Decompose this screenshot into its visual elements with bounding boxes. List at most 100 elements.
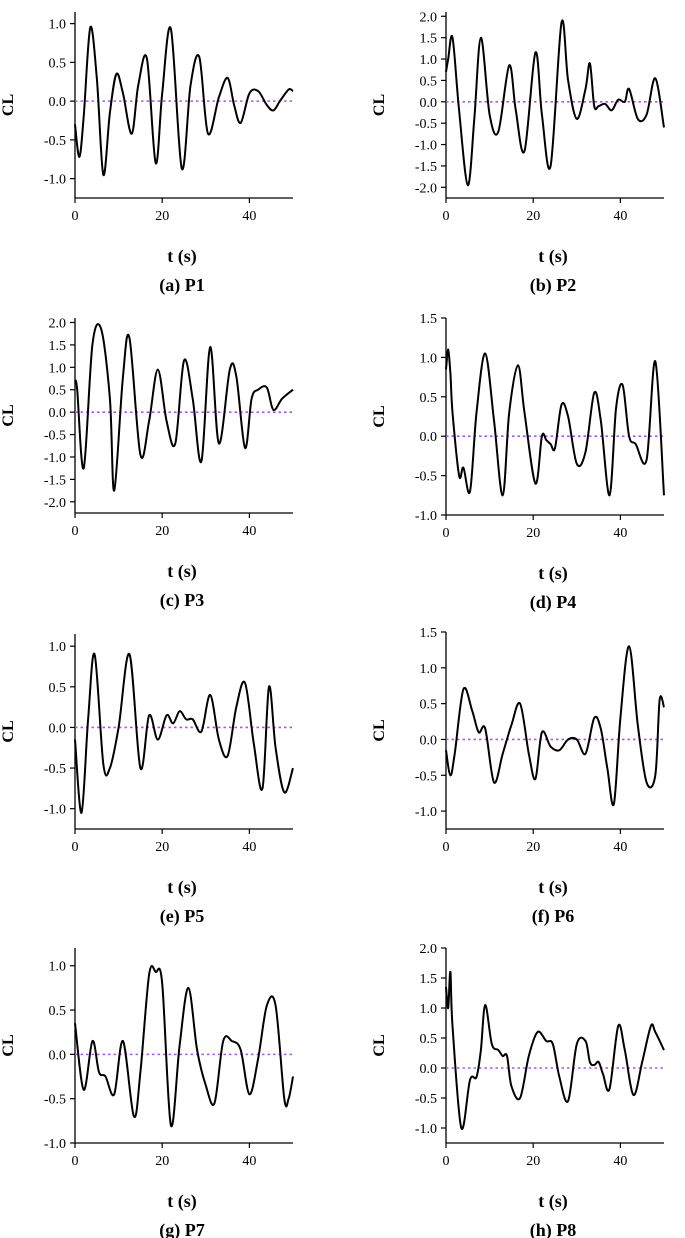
x-axis-label: t (s) — [167, 1191, 197, 1212]
y-tick-label: 1.0 — [420, 53, 438, 68]
y-tick-label: 1.0 — [49, 960, 67, 975]
y-tick-label: -1.0 — [415, 509, 437, 524]
y-tick-label: 0.5 — [420, 698, 438, 713]
y-tick-label: -1.5 — [44, 473, 66, 488]
cl-series-line — [445, 19, 665, 187]
y-tick-label: 0.5 — [420, 391, 438, 406]
y-tick-label: -2.0 — [44, 496, 66, 511]
x-tick-label: 20 — [155, 524, 169, 539]
x-tick-label: 20 — [155, 1154, 169, 1169]
y-tick-label: -0.5 — [415, 470, 437, 485]
x-tick-label: 20 — [526, 1154, 540, 1169]
y-axis-label: CL — [371, 1034, 388, 1056]
x-tick-label: 0 — [443, 209, 450, 224]
y-tick-label: -1.0 — [415, 1122, 437, 1137]
y-tick-label: 0.5 — [49, 384, 67, 399]
x-tick-label: 20 — [526, 209, 540, 224]
x-axis-label: t (s) — [538, 563, 568, 584]
panel-2: -2.0 -1.5 -1.0 -0.5 0.0 0.5 1.0 1.5 2.0 0 20 40 CL t … — [371, 10, 665, 296]
x-tick-label: 0 — [72, 1154, 79, 1169]
panel-5: -1.0 -0.5 0.0 0.5 1.0 0 20 40 CL t (s) (e) P5 — [0, 634, 294, 927]
y-tick-label: 1.5 — [420, 626, 438, 641]
y-tick-label: 1.5 — [49, 339, 67, 354]
x-tick-label: 40 — [242, 1154, 256, 1169]
panel-6: -1.0 -0.5 0.0 0.5 1.0 1.5 0 20 40 CL t (s) (f) P6 — [371, 626, 665, 927]
y-tick-label: 1.5 — [420, 972, 438, 987]
y-tick-label: 1.0 — [420, 351, 438, 366]
y-axis-label: CL — [371, 405, 388, 427]
y-tick-label: 0.5 — [420, 74, 438, 89]
x-axis-label: t (s) — [538, 246, 568, 267]
y-tick-label: -1.0 — [44, 173, 66, 188]
y-tick-label: 1.0 — [420, 1002, 438, 1017]
y-tick-label: 2.0 — [49, 316, 67, 331]
x-axis-label: t (s) — [167, 246, 197, 267]
y-tick-label: -0.5 — [415, 769, 437, 784]
y-tick-label: 0.0 — [420, 733, 438, 748]
y-tick-label: -1.0 — [44, 803, 66, 818]
x-tick-label: 20 — [526, 840, 540, 855]
x-tick-label: 20 — [155, 840, 169, 855]
cl-series-line — [74, 323, 294, 492]
y-tick-label: -1.0 — [415, 139, 437, 154]
x-tick-label: 0 — [443, 526, 450, 541]
y-tick-label: 0.0 — [420, 430, 438, 445]
x-tick-label: 40 — [613, 209, 627, 224]
y-tick-label: 0.5 — [420, 1032, 438, 1047]
x-tick-label: 40 — [613, 526, 627, 541]
y-tick-label: -2.0 — [415, 181, 437, 196]
y-tick-label: -0.5 — [44, 1093, 66, 1108]
panel-caption: (c) P3 — [160, 590, 204, 611]
y-tick-label: 0.0 — [49, 406, 67, 421]
y-tick-label: 0.0 — [49, 721, 67, 736]
x-axis-label: t (s) — [538, 1191, 568, 1212]
cl-series-line — [74, 25, 294, 176]
x-tick-label: 40 — [242, 209, 256, 224]
x-axis-label: t (s) — [538, 877, 568, 898]
y-tick-label: -0.5 — [415, 117, 437, 132]
cl-series-line — [445, 348, 665, 497]
y-axis-label: CL — [0, 404, 17, 426]
panel-caption: (a) P1 — [159, 275, 204, 296]
x-axis-label: t (s) — [167, 561, 197, 582]
panel-caption: (b) P2 — [530, 275, 577, 296]
y-tick-label: -0.5 — [415, 1092, 437, 1107]
y-tick-label: 0.0 — [420, 1062, 438, 1077]
x-tick-label: 40 — [613, 840, 627, 855]
y-tick-label: 1.0 — [49, 361, 67, 376]
y-tick-label: 1.0 — [49, 640, 67, 655]
x-axis-label: t (s) — [167, 877, 197, 898]
y-tick-label: -0.5 — [44, 429, 66, 444]
y-tick-label: 2.0 — [420, 10, 438, 25]
y-tick-label: -1.0 — [415, 805, 437, 820]
panel-caption: (d) P4 — [530, 592, 577, 613]
y-tick-label: 1.0 — [420, 662, 438, 677]
panel-caption: (h) P8 — [530, 1220, 577, 1238]
x-tick-label: 40 — [613, 1154, 627, 1169]
cl-series-line — [445, 970, 665, 1131]
x-tick-label: 40 — [242, 524, 256, 539]
y-tick-label: 0.0 — [49, 95, 67, 110]
x-tick-label: 20 — [155, 209, 169, 224]
y-axis-label: CL — [0, 720, 17, 742]
y-tick-label: 1.0 — [49, 18, 67, 33]
x-tick-label: 0 — [72, 209, 79, 224]
panel-1: -1.0 -0.5 0.0 0.5 1.0 0 20 40 CL t (s) (a) P1 — [0, 12, 294, 296]
panel-caption: (e) P5 — [160, 906, 204, 927]
y-tick-label: -1.0 — [44, 1137, 66, 1152]
panel-caption: (g) P7 — [159, 1220, 204, 1238]
y-tick-label: 0.5 — [49, 681, 67, 696]
y-axis-label: CL — [0, 1034, 17, 1056]
y-tick-label: -0.5 — [44, 762, 66, 777]
y-tick-label: -1.5 — [415, 160, 437, 175]
y-tick-label: 2.0 — [420, 942, 438, 957]
y-axis-label: CL — [371, 94, 388, 116]
x-tick-label: 0 — [443, 1154, 450, 1169]
y-tick-label: 1.5 — [420, 312, 438, 327]
x-tick-label: 0 — [72, 524, 79, 539]
panel-8: -1.0 -0.5 0.0 0.5 1.0 1.5 2.0 0 20 40 CL t (s) (h) P… — [371, 942, 665, 1238]
y-tick-label: -0.5 — [44, 134, 66, 149]
y-axis-label: CL — [0, 94, 17, 116]
y-tick-label: 1.5 — [420, 32, 438, 47]
